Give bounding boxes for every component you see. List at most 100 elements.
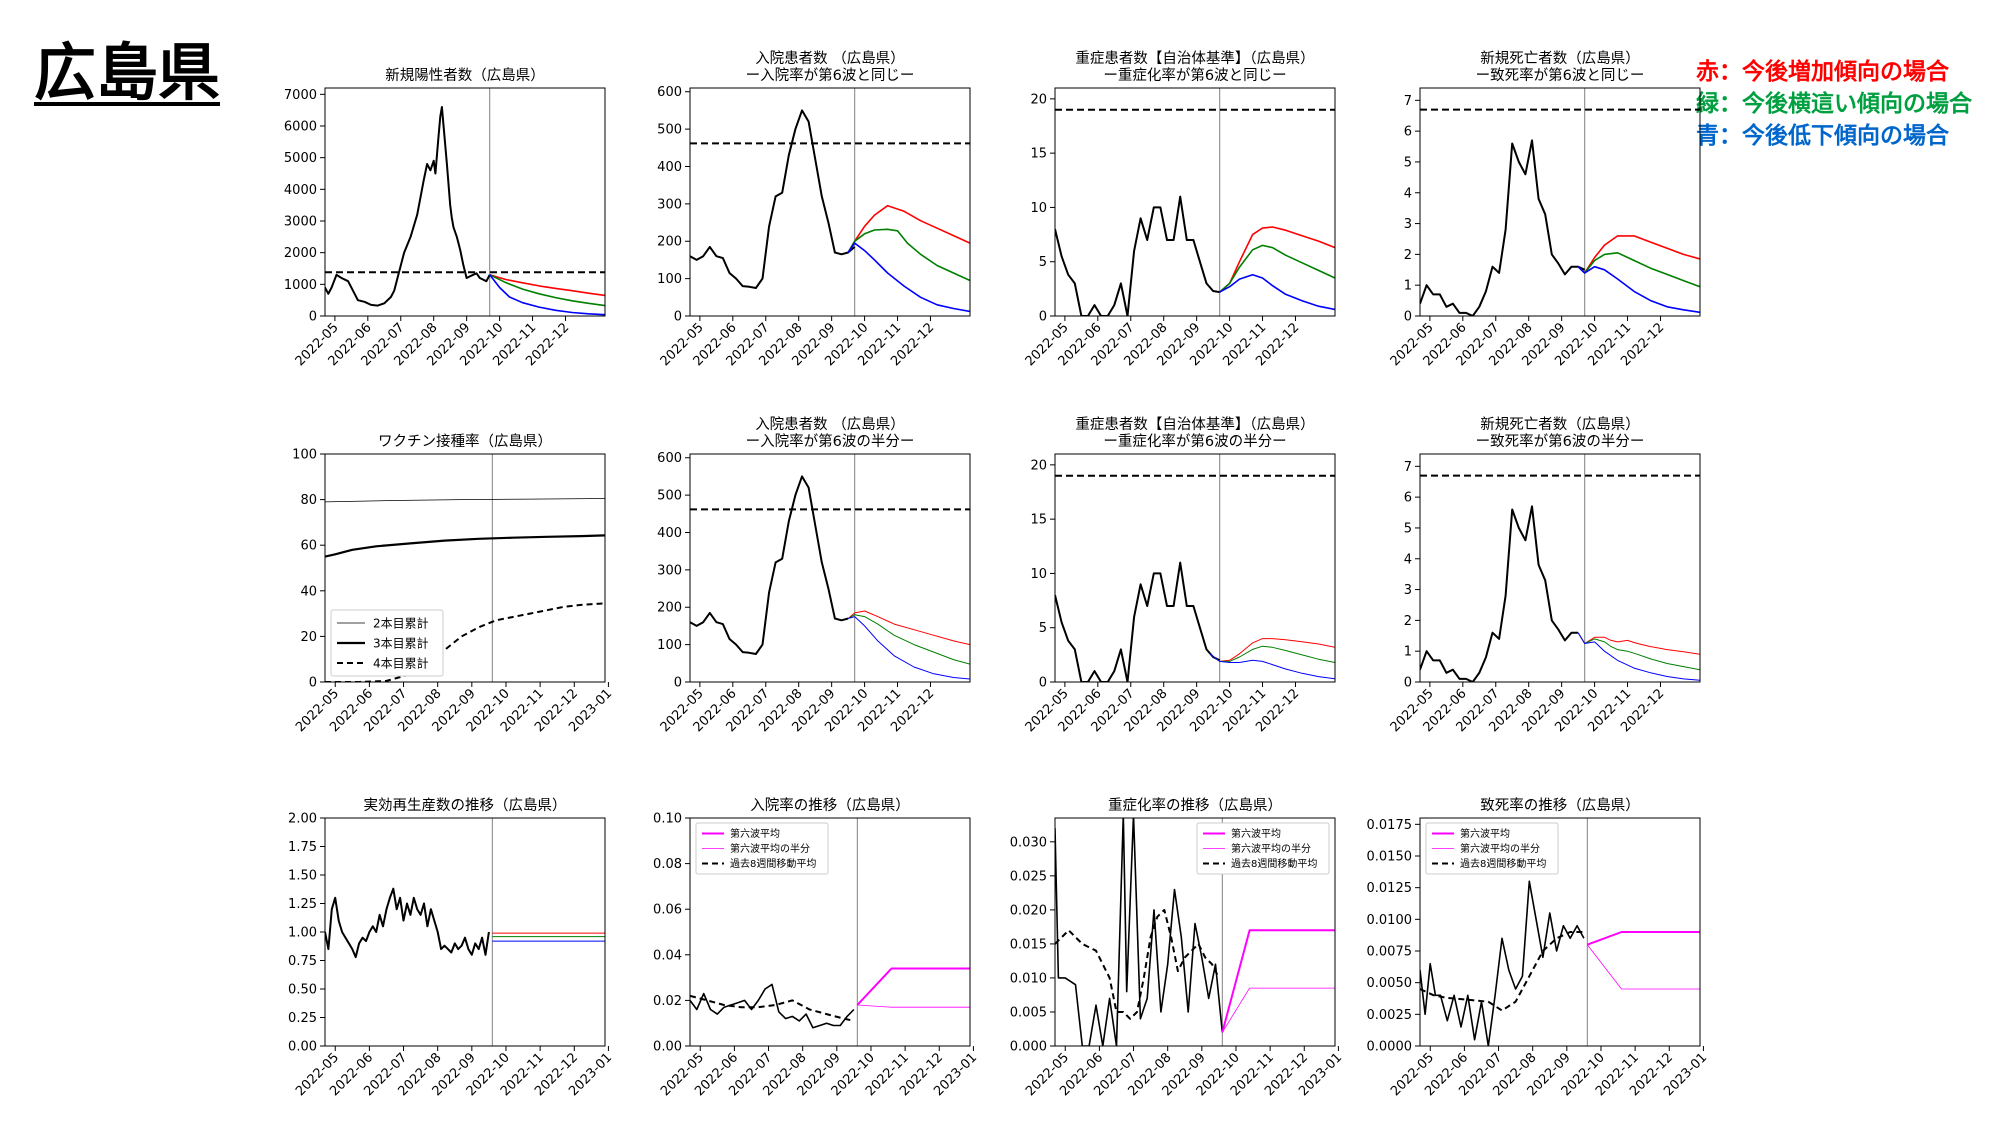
y-tick-label: 0 (309, 676, 317, 691)
chart-hosp_rate: 入院率の推移（広島県）0.000.020.040.060.080.102022-… (653, 797, 980, 1099)
series-line-black (690, 109, 856, 289)
chart-title: 新規死亡者数（広島県） (1480, 416, 1640, 433)
y-tick-label: 7 (1404, 94, 1412, 109)
y-tick-label: 300 (657, 563, 682, 578)
y-tick-label: 5 (1404, 155, 1412, 170)
chart-title: 入院患者数 （広島県） (755, 416, 905, 433)
y-tick-label: 0.0100 (1367, 913, 1413, 928)
series-line-black (1055, 561, 1221, 682)
chart-title: 入院患者数 （広島県） (755, 50, 905, 67)
y-tick-label: 0.0000 (1367, 1040, 1413, 1055)
series-line-blue (1219, 273, 1335, 311)
series-line-blue (489, 274, 605, 316)
chart-deaths_same: 新規死亡者数（広島県）ー致死率が第6波と同じー012345672022-0520… (1388, 50, 1701, 369)
note-green: 緑：今後横這い傾向の場合 (1696, 91, 1972, 117)
series-line-blue (847, 616, 970, 680)
chart-title: ー重症化率が第6波と同じー (1103, 66, 1286, 84)
y-tick-label: 0.06 (653, 903, 682, 918)
y-tick-label: 0.020 (1010, 903, 1047, 918)
chart-rt: 実効再生産数の推移（広島県） 0.00 0.25 0.50 0.75 1.00 1.25 1.… (288, 797, 615, 1099)
series-line-magenta (1221, 929, 1335, 1033)
y-tick-label: 0.000 (1010, 1040, 1047, 1055)
plot-frame (1419, 87, 1701, 317)
y-tick-label: 0.50 (288, 983, 317, 998)
chart-title: ー致死率が第6波の半分ー (1476, 432, 1645, 450)
chart-cases: 新規陽性者数（広島県） 0 1000 2000 3000 4000 5000 6000 7000… (284, 67, 606, 369)
legend-label: 第六波平均の半分 (730, 842, 810, 855)
y-tick-label: 15 (1030, 147, 1047, 162)
y-tick-label: 0.25 (288, 1011, 317, 1026)
y-tick-label: 0.02 (653, 994, 682, 1009)
y-tick-label: 0.0175 (1367, 818, 1413, 833)
y-tick-label: 6 (1404, 125, 1412, 140)
y-tick-label: 0.005 (1010, 1005, 1047, 1020)
y-tick-label: 0.00 (653, 1040, 682, 1055)
y-tick-label: 0.0075 (1367, 945, 1413, 960)
y-tick-label: 0 (1404, 676, 1412, 691)
y-tick-label: 5000 (284, 151, 317, 166)
y-tick-label: 0 (1039, 676, 1047, 691)
y-tick-label: 1 (1404, 279, 1412, 294)
legend-label: 第六波平均の半分 (1231, 842, 1311, 855)
y-tick-label: 0 (309, 310, 317, 325)
series-line-green (1219, 244, 1335, 293)
y-tick-label: 500 (657, 123, 682, 138)
plot-frame (689, 817, 971, 1047)
y-tick-label: 0.10 (653, 812, 682, 827)
legend-label: 4本目累計 (373, 655, 429, 670)
y-tick-label: 500 (657, 489, 682, 504)
series-line-magenta (857, 1004, 970, 1008)
series-line-magenta (856, 967, 970, 1006)
series-line-black (325, 602, 605, 682)
chart-title: ワクチン接種率（広島県） (378, 433, 552, 450)
series-line-black (690, 983, 855, 1029)
y-tick-label: 0.08 (653, 857, 682, 872)
plot-frame (689, 87, 971, 317)
chart-hosp_half: 入院患者数 （広島県）ー入院率が第6波の半分ー 0 100 200 300 400 500 6… (657, 416, 971, 735)
y-tick-label: 0 (674, 676, 682, 691)
y-tick-label: 20 (1030, 92, 1047, 107)
y-tick-label: 7000 (284, 88, 317, 103)
y-tick-label: 0.0025 (1367, 1008, 1413, 1023)
series-line-black (1420, 139, 1586, 316)
y-tick-label: 20 (300, 630, 317, 645)
series-line-blue (1577, 265, 1700, 314)
plot-frame (324, 817, 606, 1047)
series-line-black (325, 534, 605, 558)
series-line-black (690, 475, 849, 655)
chart-title: 重症患者数【自治体基準】（広島県） (1075, 50, 1314, 67)
y-tick-label: 600 (657, 85, 682, 100)
y-tick-label: 0.0050 (1367, 976, 1413, 991)
y-tick-label: 20 (1030, 458, 1047, 473)
series-line-green (847, 614, 970, 665)
y-tick-label: 0.0150 (1367, 850, 1413, 865)
y-tick-label: 15 (1030, 513, 1047, 528)
y-tick-label: 0.015 (1010, 937, 1047, 952)
y-tick-label: 1000 (284, 278, 317, 293)
series-line-magenta (1586, 944, 1700, 990)
y-tick-label: 0.04 (653, 948, 682, 963)
note-blue: 青：今後低下傾向の場合 (1696, 123, 1949, 149)
series-line-green (1209, 645, 1335, 663)
chart-legend: 2本目累計 3本目累計 4本目累計 (330, 609, 444, 677)
chart-title: ー致死率が第6波と同じー (1476, 66, 1645, 84)
legend-box (695, 822, 829, 875)
chart-severe_half: 重症患者数【自治体基準】（広島県）ー重症化率が第6波の半分ー0510152020… (1023, 416, 1336, 735)
legend-label: 過去8週間移動平均 (1460, 857, 1546, 870)
chart-death_rate: 致死率の推移（広島県） 0.0000 0.0025 0.0050 0.0075 0.010… (1367, 797, 1711, 1099)
series-line-green (489, 274, 605, 307)
y-tick-label: 200 (657, 601, 682, 616)
y-tick-label: 2.00 (288, 812, 317, 827)
chart-title: 実効再生産数の推移（広島県） (364, 797, 567, 814)
legend-label: 第六波平均 (1460, 827, 1510, 840)
plot-frame (1419, 817, 1701, 1047)
series-line-black (1055, 195, 1220, 316)
y-tick-label: 0 (1404, 310, 1412, 325)
series-line-red (1577, 632, 1700, 655)
series-line-red (847, 204, 970, 253)
chart-severe_rate: 重症化率の推移（広島県） 0.000 0.005 0.010 0.015 0.020 0.0… (1010, 797, 1345, 1099)
series-line-green (1577, 252, 1700, 288)
y-tick-label: 40 (300, 584, 317, 599)
